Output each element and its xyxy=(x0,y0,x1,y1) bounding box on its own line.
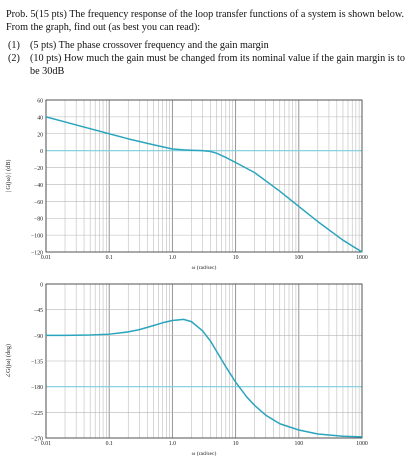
response-curve xyxy=(45,116,363,253)
x-tick-label: 0.01 xyxy=(41,255,51,261)
y-tick-label: −45 xyxy=(34,308,43,314)
part-text: (5 pts) The phase crossover frequency an… xyxy=(30,40,269,51)
y-tick-label: 40 xyxy=(37,115,43,121)
vertical-grid xyxy=(45,100,360,252)
x-tick-label: 10 xyxy=(233,441,239,447)
part-text: (10 pts) How much the gain must be chang… xyxy=(30,53,405,77)
problem-statement: Prob. 5(15 pts) The frequency response o… xyxy=(6,8,408,78)
x-axis-label: ω (rad/sec) xyxy=(192,264,217,271)
plot-frame xyxy=(45,99,363,253)
y-tick-label: 20 xyxy=(37,132,43,138)
y-tick-label: −180 xyxy=(31,385,43,391)
x-tick-label: 100 xyxy=(294,255,303,261)
x-tick-label: 10 xyxy=(233,255,239,261)
x-axis-label: ω (rad/sec) xyxy=(192,450,217,457)
y-tick-label: −135 xyxy=(31,360,43,366)
y-tick-label: 0 xyxy=(40,283,43,289)
y-tick-label: 60 xyxy=(37,99,43,105)
y-tick-label: −90 xyxy=(34,334,43,340)
problem-intro: Prob. 5(15 pts) The frequency response o… xyxy=(6,9,405,33)
y-tick-label: −20 xyxy=(34,166,43,172)
y-tick-label: 0 xyxy=(40,149,43,155)
y-tick-label: −100 xyxy=(31,234,43,240)
y-tick-label: −225 xyxy=(31,411,43,417)
y-tick-label: −270 xyxy=(31,437,43,443)
x-tick-label: 1000 xyxy=(356,441,368,447)
plot-area xyxy=(46,100,362,252)
part-number: (1) xyxy=(8,40,20,51)
x-tick-label: 0.1 xyxy=(106,255,113,261)
x-tick-label: 0.1 xyxy=(106,441,113,447)
y-tick-label: −40 xyxy=(34,183,43,189)
x-tick-label: 1.0 xyxy=(169,441,176,447)
problem-part-2: (2) (10 pts) How much the gain must be c… xyxy=(6,52,408,78)
problem-part-1: (1) (5 pts) The phase crossover frequenc… xyxy=(6,39,408,52)
y-axis-label: | G(jω) | (dB) xyxy=(5,160,12,193)
plot-frame xyxy=(45,283,363,439)
y-axis-label: ∠G(jω) (deg) xyxy=(5,344,12,378)
x-tick-label: 1.0 xyxy=(169,255,176,261)
y-tick-label: −80 xyxy=(34,217,43,223)
x-tick-label: 0.01 xyxy=(41,441,51,447)
y-tick-label: −60 xyxy=(34,200,43,206)
x-tick-label: 100 xyxy=(294,441,303,447)
part-number: (2) xyxy=(8,53,20,64)
y-tick-label: −120 xyxy=(31,251,43,257)
response-curve xyxy=(46,318,363,438)
problem-parts: (1) (5 pts) The phase crossover frequenc… xyxy=(6,39,408,78)
x-tick-label: 1000 xyxy=(356,255,368,261)
